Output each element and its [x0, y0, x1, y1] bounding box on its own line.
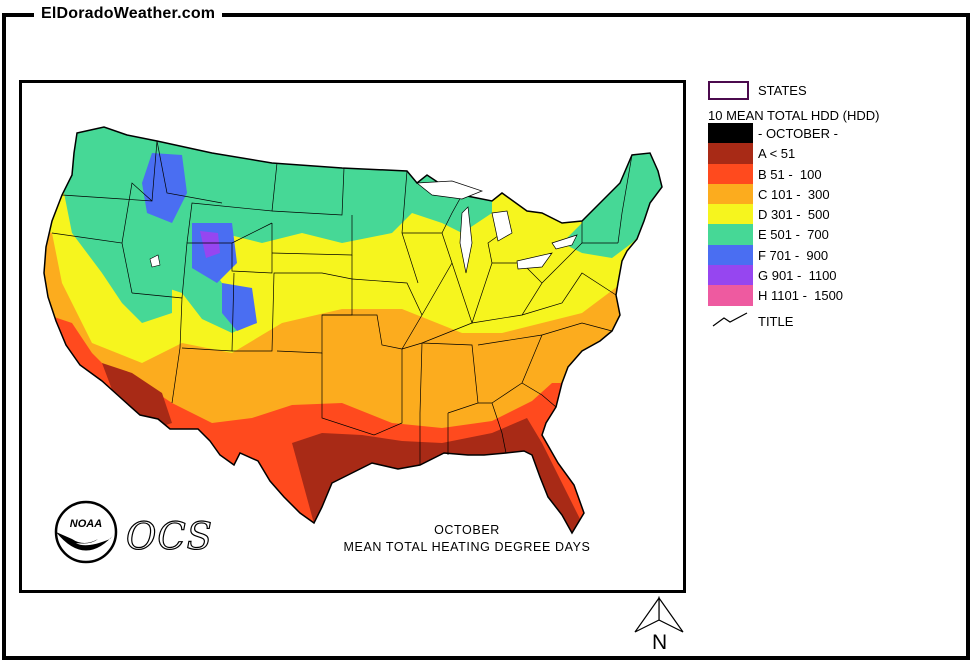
legend-item-label: B 51 - 100 [758, 166, 822, 182]
north-label: N [652, 631, 668, 654]
legend-swatch [708, 163, 753, 184]
north-arrow-icon [634, 596, 684, 633]
zone-g [200, 231, 220, 258]
us-outline [43, 126, 663, 535]
zone-f [142, 153, 187, 223]
legend-title: 10 MEAN TOTAL HDD (HDD) [708, 108, 880, 123]
legend-swatch [708, 143, 753, 164]
legend-item-label: - OCTOBER - [758, 126, 838, 141]
legend-swatch [708, 244, 753, 266]
legend-item: D 301 - 500 [706, 204, 966, 225]
legend-item-label: F 701 - 900 [758, 247, 829, 263]
legend-item: C 101 - 300 [706, 183, 966, 205]
legend-item: A < 51 [706, 143, 966, 164]
state-borders [51, 140, 633, 465]
legend-item: E 501 - 700 [706, 224, 966, 245]
map-caption-month: OCTOBER [434, 523, 500, 537]
legend-item-label: D 301 - 500 [758, 207, 830, 223]
map-caption: OCTOBER MEAN TOTAL HEATING DEGREE DAYS [342, 522, 592, 556]
legend-item: G 901 - 1100 [706, 265, 966, 286]
noaa-logo: NOAA [54, 500, 118, 564]
legend-swatch [708, 123, 753, 144]
map-panel: NOAA OCS OCTOBER MEAN TOTAL HEATING DEGR… [19, 80, 686, 593]
legend-item: B 51 - 100 [706, 163, 966, 184]
zone-e [102, 268, 172, 323]
zone-e [562, 143, 662, 258]
legend-item-label: G 901 - 1100 [758, 268, 837, 284]
states-box-icon [708, 81, 749, 100]
outer-frame-bottom [2, 656, 970, 660]
legend-item-label: E 501 - 700 [758, 227, 829, 243]
great-lakes [416, 180, 578, 274]
legend-item: H 1101 - 1500 [706, 285, 966, 306]
legend: STATES 10 MEAN TOTAL HDD (HDD) - OCTOBER… [706, 80, 966, 329]
zone-f [222, 283, 257, 331]
legend-title-line-label: TITLE [758, 314, 794, 329]
map-caption-title: MEAN TOTAL HEATING DEGREE DAYS [343, 540, 591, 554]
legend-swatch [708, 285, 753, 306]
outer-frame [2, 13, 970, 656]
ocs-logo: OCS [125, 514, 213, 558]
site-title: ElDoradoWeather.com [34, 4, 223, 24]
legend-item: F 701 - 900 [706, 244, 966, 266]
legend-item-label: A < 51 [758, 146, 796, 162]
hdd-map [43, 126, 663, 535]
legend-states-label: STATES [758, 83, 807, 98]
salt-lake [149, 254, 161, 268]
legend-items: - OCTOBER - A < 51 B 51 - 100 C 101 - 300 D … [706, 123, 966, 306]
legend-swatch [708, 265, 753, 286]
legend-item-label: H 1101 - 1500 [758, 288, 844, 304]
legend-swatch [708, 224, 753, 245]
legend-states-row: STATES [706, 80, 966, 100]
legend-swatch [708, 183, 753, 205]
legend-item-label: C 101 - 300 [758, 186, 830, 202]
zone-a [102, 363, 172, 433]
legend-swatch [708, 204, 753, 225]
legend-item: - OCTOBER - [706, 123, 966, 144]
title-line-icon [712, 312, 748, 327]
noaa-logo-text: NOAA [70, 518, 102, 530]
